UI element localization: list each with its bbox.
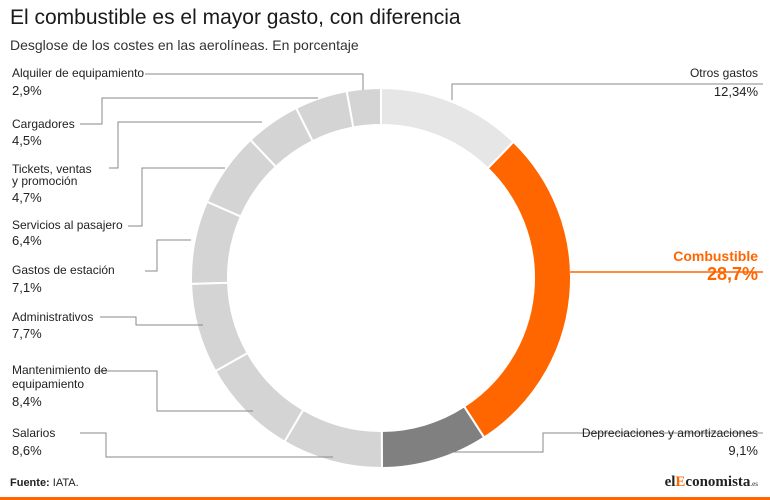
slice-value-depreciaciones-y-amortizaciones: 9,1% — [728, 443, 758, 458]
leader-line-administrativos — [100, 316, 203, 326]
slice-value-gastos-de-estacion: 7,1% — [12, 280, 42, 295]
leader-line-mantenimiento-de-equipamiento — [96, 370, 253, 412]
brand-highlight: E — [675, 474, 686, 490]
leader-line-cargadores — [80, 97, 318, 125]
slice-label-alquiler-de-equipamiento: Alquiler de equipamiento — [12, 66, 144, 80]
slice-label-mantenimiento-de-equipamiento: equipamiento — [12, 377, 84, 391]
slice-label-depreciaciones-y-amortizaciones: Depreciaciones y amortizaciones — [582, 426, 758, 440]
slice-value-combustible: 28,7% — [707, 264, 758, 284]
chart-subtitle: Desglose de los costes en las aerolíneas… — [10, 37, 359, 53]
slice-depreciaciones-y-amortizaciones — [380, 405, 486, 470]
brand-suffix: .es — [750, 480, 758, 488]
slice-administrativos — [190, 281, 250, 373]
slice-label-tickets-ventas-y-promocion: Tickets, ventas — [12, 162, 92, 176]
slice-alquiler-de-equipamiento — [345, 86, 382, 129]
slice-combustible — [462, 140, 572, 439]
slice-label-gastos-de-estacion: Gastos de estación — [12, 263, 115, 277]
slice-mantenimiento-de-equipamiento — [214, 351, 305, 444]
slice-value-alquiler-de-equipamiento: 2,9% — [12, 83, 42, 98]
leader-line-gastos-de-estacion — [145, 239, 191, 272]
slice-value-servicios-al-pasajero: 6,4% — [12, 233, 42, 248]
source-label: Fuente: — [10, 477, 50, 489]
slice-label-mantenimiento-de-equipamiento: Mantenimiento de — [12, 363, 108, 377]
slice-label-servicios-al-pasajero: Servicios al pasajero — [12, 218, 123, 232]
source-note: Fuente: IATA. — [10, 477, 79, 489]
leader-line-otros-gastos — [451, 83, 763, 100]
source-text: IATA. — [49, 477, 79, 489]
slice-value-mantenimiento-de-equipamiento: 8,4% — [12, 394, 42, 409]
leader-line-depreciaciones-y-amortizaciones — [448, 432, 763, 453]
leader-line-tickets-ventas-y-promocion — [109, 121, 262, 169]
slice-label-combustible: Combustible — [673, 248, 758, 264]
brand-prefix: el — [664, 474, 676, 490]
leader-line-alquiler-de-equipamiento — [145, 73, 364, 90]
slice-label-administrativos: Administrativos — [12, 310, 93, 324]
brand-rest: conomista — [685, 474, 751, 490]
slice-label-tickets-ventas-y-promocion: y promoción — [12, 174, 77, 188]
chart-title: El combustible es el mayor gasto, con di… — [10, 6, 461, 29]
slice-otros-gastos — [380, 86, 515, 170]
slice-value-cargadores: 4,5% — [12, 133, 42, 148]
leader-line-servicios-al-pasajero — [128, 167, 225, 227]
slice-value-administrativos: 7,7% — [12, 326, 42, 341]
slice-label-salarios: Salarios — [12, 426, 55, 440]
slice-value-tickets-ventas-y-promocion: 4,7% — [12, 190, 42, 205]
slice-value-salarios: 8,6% — [12, 443, 42, 458]
slice-label-cargadores: Cargadores — [12, 117, 75, 131]
bottom-accent-bar — [0, 497, 770, 500]
slice-label-otros-gastos: Otros gastos — [690, 66, 758, 80]
leader-line-salarios — [80, 432, 333, 458]
brand-logo: elEconomista.es — [665, 474, 758, 491]
slice-value-otros-gastos: 12,34% — [714, 84, 759, 99]
